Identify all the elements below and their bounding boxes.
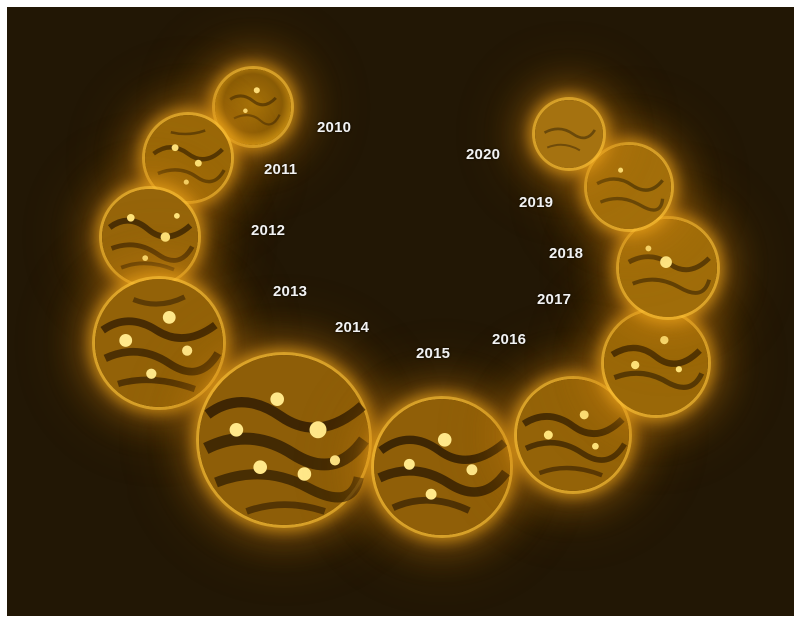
sun-2015 — [374, 399, 510, 535]
sun-2017 — [604, 311, 708, 415]
year-label-2012: 2012 — [251, 222, 286, 239]
year-label-2016: 2016 — [492, 331, 527, 348]
year-label-2013: 2013 — [273, 283, 308, 300]
sun-2018 — [619, 219, 717, 317]
sun-2012 — [102, 189, 198, 285]
sun-2019 — [587, 145, 671, 229]
sun-2010 — [215, 69, 291, 145]
sun-2020 — [535, 100, 603, 168]
sun-2011 — [145, 115, 231, 201]
year-label-2011: 2011 — [264, 161, 298, 178]
year-label-2019: 2019 — [519, 194, 554, 211]
sun-2014 — [199, 355, 369, 525]
sun-2016 — [517, 379, 629, 491]
solar-cycle-image: 2010 2011 2012 2013 2014 2015 2016 2017 … — [7, 7, 794, 616]
sun-2013 — [95, 279, 223, 407]
year-label-2010: 2010 — [317, 119, 352, 136]
year-label-2015: 2015 — [416, 345, 451, 362]
year-label-2020: 2020 — [466, 146, 501, 163]
year-label-2017: 2017 — [537, 291, 572, 308]
year-label-2014: 2014 — [335, 319, 370, 336]
year-label-2018: 2018 — [549, 245, 584, 262]
